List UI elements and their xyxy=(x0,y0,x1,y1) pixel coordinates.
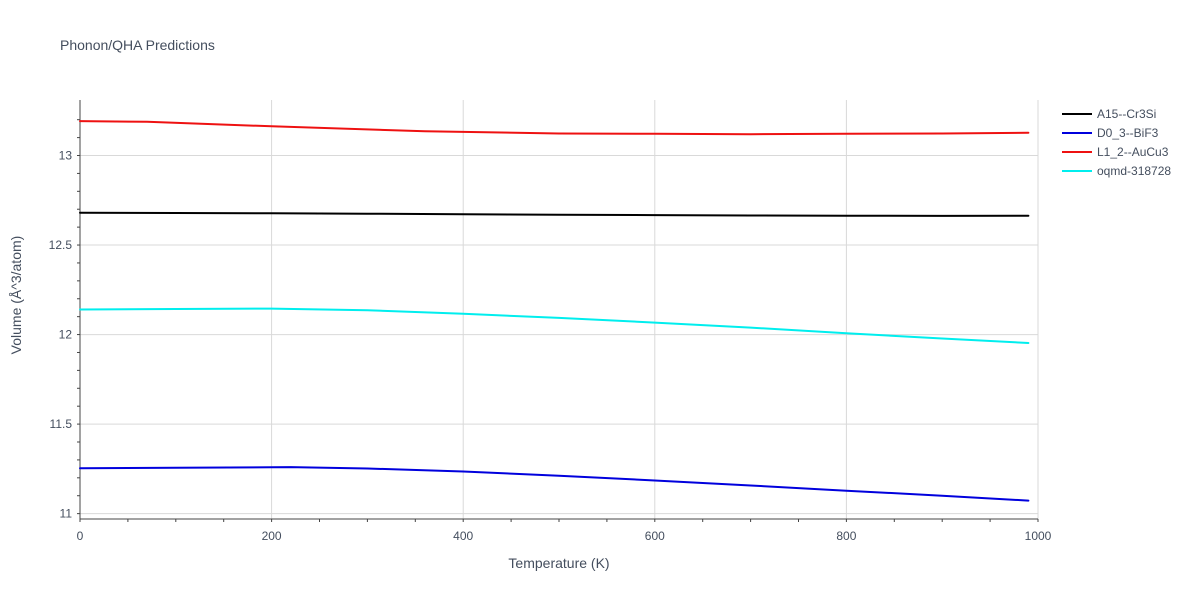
series-layer xyxy=(79,120,1030,502)
legend-label: A15--Cr3Si xyxy=(1097,107,1156,121)
grid-layer xyxy=(80,100,1039,519)
legend-label: oqmd-318728 xyxy=(1097,164,1171,178)
y-tick-label: 12 xyxy=(59,328,73,342)
legend[interactable]: A15--Cr3Si D0_3--BiF3 L1_2--AuCu3 oqmd-3187… xyxy=(1062,107,1171,178)
x-tick-label: 200 xyxy=(262,529,282,543)
series-line-1 xyxy=(79,466,1030,502)
axes-layer: 0 200 400 600 800 1000 11 11.5 12 12.5 13 xyxy=(49,100,1052,543)
x-tick-label: 800 xyxy=(836,529,856,543)
legend-item[interactable]: D0_3--BiF3 xyxy=(1062,126,1159,140)
series-line-3 xyxy=(79,307,1030,344)
y-axis-title: Volume (Å^3/atom) xyxy=(8,236,24,355)
series-line-0 xyxy=(79,211,1030,217)
chart-title: Phonon/QHA Predictions xyxy=(60,37,215,53)
legend-label: D0_3--BiF3 xyxy=(1097,126,1159,140)
y-tick-label: 11.5 xyxy=(50,417,73,431)
x-tick-label: 0 xyxy=(77,529,84,543)
x-tick-label: 400 xyxy=(453,529,473,543)
x-tick-label: 1000 xyxy=(1025,529,1052,543)
legend-item[interactable]: A15--Cr3Si xyxy=(1062,107,1156,121)
series-line-2 xyxy=(79,120,1030,136)
legend-item[interactable]: oqmd-318728 xyxy=(1062,164,1171,178)
x-tick-label: 600 xyxy=(645,529,665,543)
y-tick-label: 12.5 xyxy=(49,238,73,252)
x-axis-title: Temperature (K) xyxy=(508,555,609,571)
legend-label: L1_2--AuCu3 xyxy=(1097,145,1169,159)
y-tick-label: 13 xyxy=(59,149,73,163)
y-tick-label: 11 xyxy=(60,507,73,521)
legend-item[interactable]: L1_2--AuCu3 xyxy=(1062,145,1169,159)
